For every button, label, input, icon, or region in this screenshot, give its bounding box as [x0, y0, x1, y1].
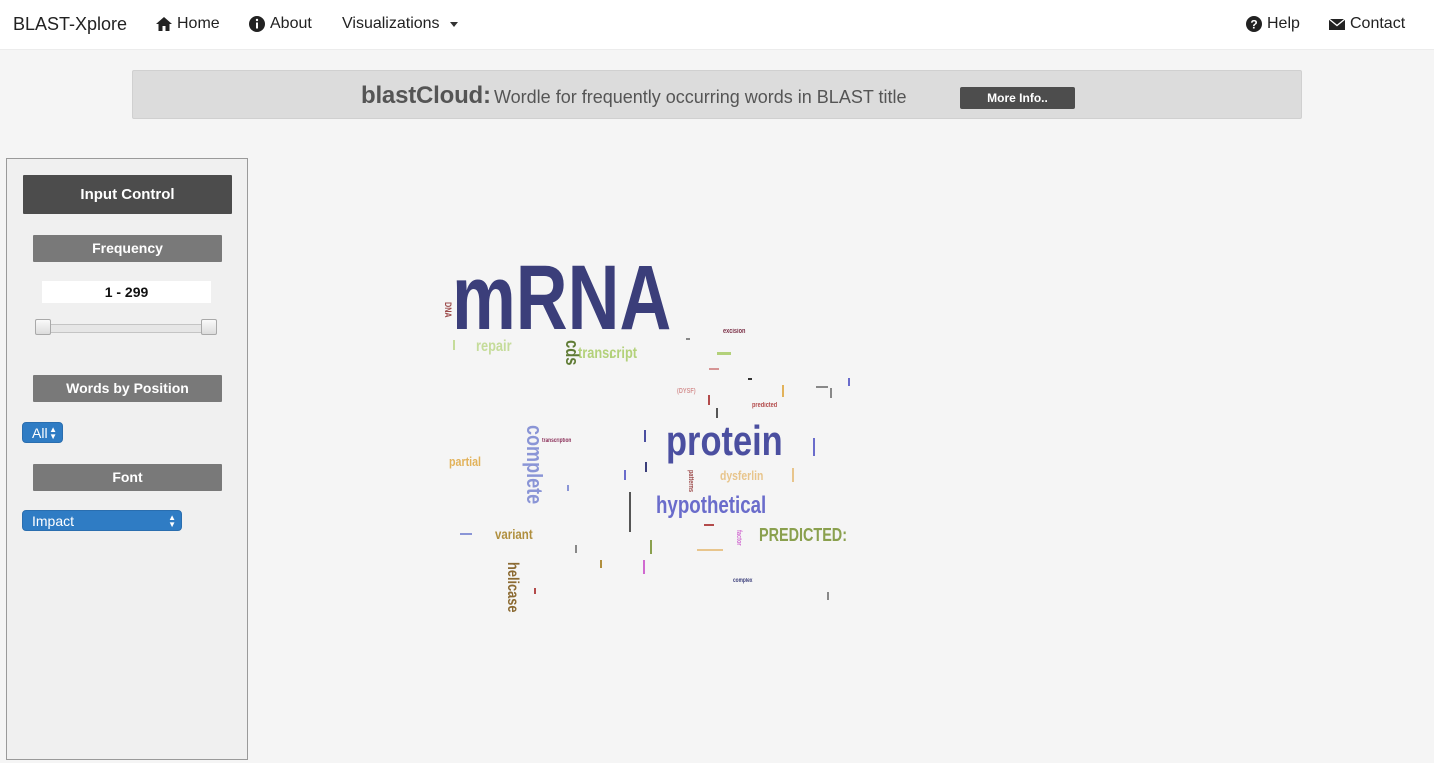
cloud-word-small: [748, 378, 752, 380]
info-icon: [249, 16, 265, 32]
page-subtitle: Wordle for frequently occurring words in…: [494, 87, 907, 107]
cloud-word-small: [708, 395, 710, 405]
cloud-word-small: [704, 524, 714, 526]
frequency-slider-min-handle[interactable]: [35, 319, 51, 335]
font-select[interactable]: Impact ▲ ▼: [22, 510, 182, 531]
cloud-word: variant: [495, 526, 533, 542]
cloud-word: complete: [522, 425, 547, 505]
navbar: BLAST-Xplore Home About Visualizations ?…: [0, 0, 1434, 50]
frequency-range-value: 1 - 299: [42, 281, 211, 303]
cloud-word: protein: [666, 417, 783, 464]
cloud-word: complex: [733, 578, 753, 584]
cloud-word-small: [460, 533, 472, 535]
cloud-word: mRNA: [452, 247, 672, 349]
cloud-word-small: [453, 340, 455, 350]
cloud-word-small: [610, 352, 612, 358]
cloud-word: predicted: [752, 402, 778, 409]
cloud-word-small: [697, 549, 723, 551]
cloud-word: excision: [723, 328, 746, 335]
page-header-banner: blastCloud: Wordle for frequently occurr…: [132, 70, 1302, 119]
nav-contact-label: Contact: [1350, 15, 1406, 32]
cloud-word-small: [624, 470, 626, 480]
envelope-icon: [1328, 18, 1346, 30]
cloud-word-small: [644, 430, 646, 442]
select-arrows-icon: ▲ ▼: [168, 513, 176, 529]
cloud-word-small: [575, 545, 577, 553]
cloud-word-small: [782, 385, 784, 397]
font-select-value: Impact: [32, 513, 75, 529]
cloud-word: dysferlin: [720, 468, 764, 483]
page-title: blastCloud:: [361, 82, 491, 109]
nav-help[interactable]: ? Help: [1245, 15, 1300, 33]
cloud-word: PREDICTED:: [759, 525, 848, 545]
cloud-word-small: [534, 588, 536, 594]
cloud-word-small: [813, 438, 815, 456]
svg-text:?: ?: [1250, 18, 1257, 32]
cloud-word-small: [645, 462, 647, 472]
cloud-word-small: [686, 338, 690, 340]
cloud-word: partial: [449, 454, 481, 469]
input-control-panel: Input Control Frequency 1 - 299 Words by…: [6, 158, 248, 760]
more-info-button[interactable]: More Info..: [960, 87, 1075, 109]
cloud-word: DNA: [443, 302, 453, 318]
position-select[interactable]: All ▲ ▼: [22, 422, 63, 443]
home-icon: [156, 17, 172, 31]
cloud-word-small: [827, 592, 829, 600]
position-select-value: All: [32, 425, 48, 441]
cloud-word: (DYSF): [677, 388, 696, 395]
brand-link[interactable]: BLAST-Xplore: [13, 14, 128, 34]
cloud-word: cds: [562, 340, 582, 366]
font-heading: Font: [33, 464, 222, 491]
frequency-slider-track[interactable]: [39, 324, 211, 333]
input-control-heading: Input Control: [23, 175, 232, 214]
cloud-word: hypothetical: [656, 492, 767, 519]
cloud-word: repair: [476, 338, 512, 355]
cloud-word-small: [709, 368, 719, 370]
cloud-word-small: [600, 560, 602, 568]
cloud-word-small: [629, 492, 631, 532]
help-icon: ?: [1246, 16, 1262, 32]
cloud-word-small: [816, 386, 828, 388]
nav-home-label: Home: [177, 15, 220, 32]
nav-contact[interactable]: Contact: [1328, 15, 1405, 33]
nav-home[interactable]: Home: [155, 15, 220, 33]
select-arrows-icon: ▲ ▼: [49, 425, 57, 441]
chevron-down-icon: [449, 21, 458, 27]
words-by-position-heading: Words by Position: [33, 375, 222, 402]
nav-visualizations-label: Visualizations: [342, 15, 440, 32]
nav-about[interactable]: About: [248, 15, 312, 33]
cloud-word-small: [716, 408, 718, 418]
nav-visualizations-dropdown[interactable]: Visualizations: [342, 15, 458, 33]
cloud-word-small: [567, 485, 569, 491]
cloud-word: patterns: [687, 470, 694, 493]
frequency-heading: Frequency: [33, 235, 222, 262]
cloud-word: factor: [735, 530, 742, 546]
cloud-word: transcription: [542, 438, 572, 444]
cloud-word-small: [830, 388, 832, 398]
cloud-word-small: [848, 378, 850, 386]
cloud-word: transcript: [578, 345, 638, 362]
cloud-word-small: [650, 540, 652, 554]
cloud-word-small: [643, 560, 645, 574]
nav-help-label: Help: [1267, 15, 1300, 32]
cloud-word-small: [717, 352, 731, 355]
frequency-slider-max-handle[interactable]: [201, 319, 217, 335]
nav-about-label: About: [270, 15, 312, 32]
cloud-word-small: [792, 468, 794, 482]
cloud-word: helicase: [504, 562, 521, 613]
